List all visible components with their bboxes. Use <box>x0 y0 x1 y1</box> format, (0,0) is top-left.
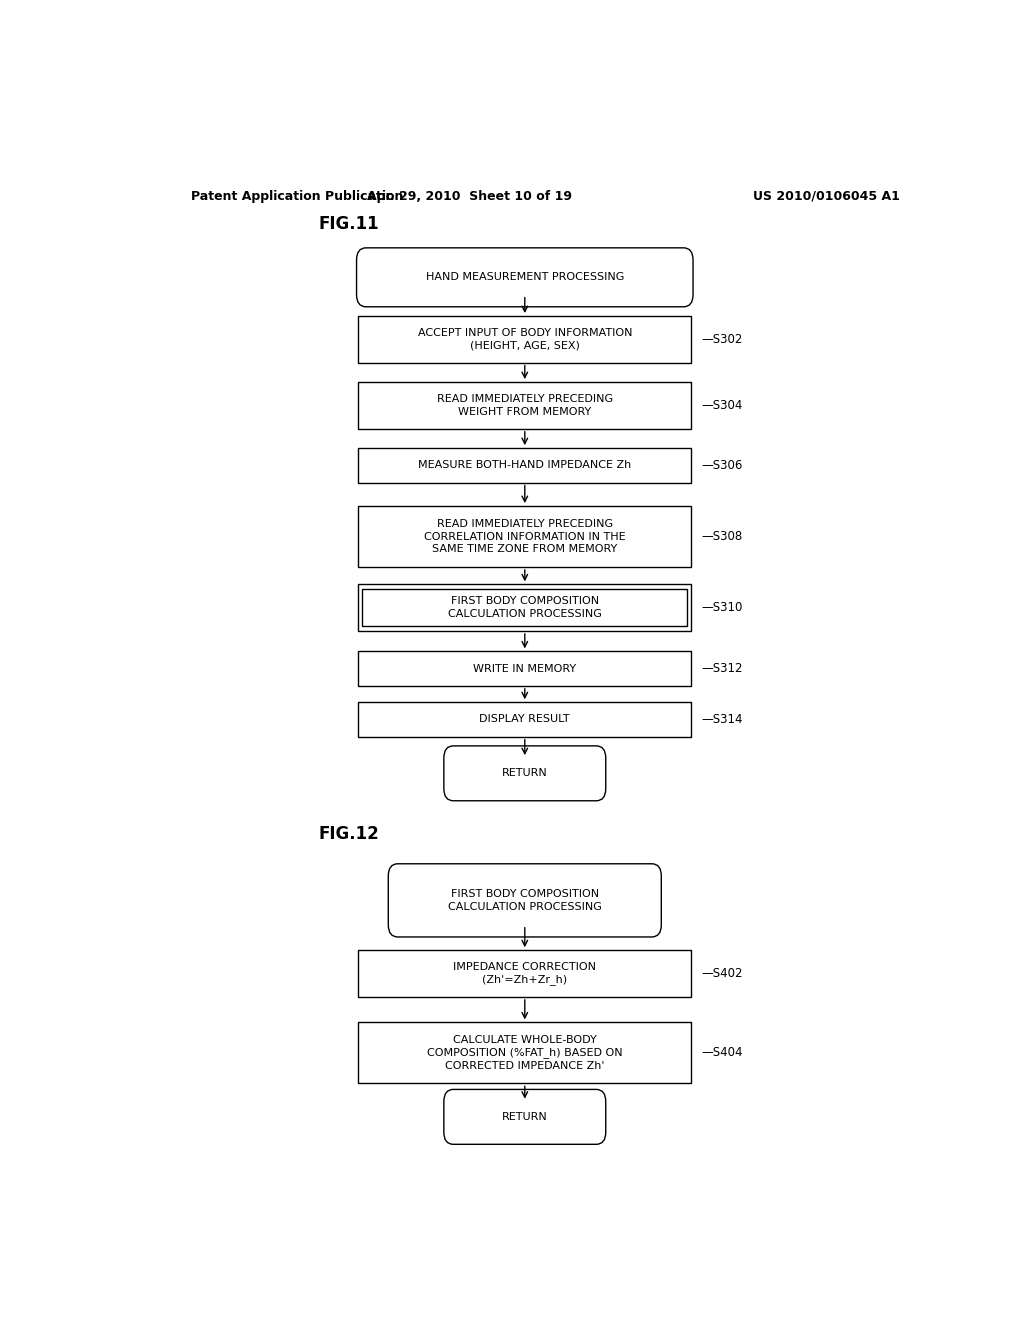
Text: READ IMMEDIATELY PRECEDING
WEIGHT FROM MEMORY: READ IMMEDIATELY PRECEDING WEIGHT FROM M… <box>437 393 612 417</box>
Bar <box>358 315 691 363</box>
Text: ACCEPT INPUT OF BODY INFORMATION
(HEIGHT, AGE, SEX): ACCEPT INPUT OF BODY INFORMATION (HEIGHT… <box>418 327 632 351</box>
Text: RETURN: RETURN <box>502 768 548 779</box>
Text: MEASURE BOTH-HAND IMPEDANCE Zh: MEASURE BOTH-HAND IMPEDANCE Zh <box>418 461 632 470</box>
Text: US 2010/0106045 A1: US 2010/0106045 A1 <box>753 190 900 202</box>
Text: FIG.11: FIG.11 <box>318 215 379 234</box>
Text: READ IMMEDIATELY PRECEDING
CORRELATION INFORMATION IN THE
SAME TIME ZONE FROM ME: READ IMMEDIATELY PRECEDING CORRELATION I… <box>424 519 626 554</box>
FancyBboxPatch shape <box>388 863 662 937</box>
Text: HAND MEASUREMENT PROCESSING: HAND MEASUREMENT PROCESSING <box>426 272 624 282</box>
Text: —S306: —S306 <box>701 459 742 471</box>
Bar <box>358 381 691 429</box>
Text: CALCULATE WHOLE-BODY
COMPOSITION (%FAT_h) BASED ON
CORRECTED IMPEDANCE Zh': CALCULATE WHOLE-BODY COMPOSITION (%FAT_h… <box>427 1035 623 1071</box>
Bar <box>358 702 691 737</box>
Text: FIRST BODY COMPOSITION
CALCULATION PROCESSING: FIRST BODY COMPOSITION CALCULATION PROCE… <box>447 888 602 912</box>
Bar <box>358 1022 691 1084</box>
Text: —S302: —S302 <box>701 333 742 346</box>
Text: —S308: —S308 <box>701 531 742 543</box>
Bar <box>358 950 691 997</box>
Text: Apr. 29, 2010  Sheet 10 of 19: Apr. 29, 2010 Sheet 10 of 19 <box>367 190 571 202</box>
Bar <box>358 585 691 631</box>
Bar <box>358 506 691 568</box>
Bar <box>358 651 691 686</box>
Bar <box>362 589 687 626</box>
FancyBboxPatch shape <box>443 746 606 801</box>
Text: —S312: —S312 <box>701 663 742 675</box>
Text: —S304: —S304 <box>701 399 742 412</box>
Text: —S310: —S310 <box>701 601 742 614</box>
FancyBboxPatch shape <box>356 248 693 306</box>
Text: Patent Application Publication: Patent Application Publication <box>191 190 403 202</box>
Text: RETURN: RETURN <box>502 1111 548 1122</box>
Text: —S402: —S402 <box>701 968 742 979</box>
Text: FIRST BODY COMPOSITION
CALCULATION PROCESSING: FIRST BODY COMPOSITION CALCULATION PROCE… <box>447 597 602 619</box>
Text: DISPLAY RESULT: DISPLAY RESULT <box>479 714 570 725</box>
Text: WRITE IN MEMORY: WRITE IN MEMORY <box>473 664 577 673</box>
Text: FIG.12: FIG.12 <box>318 825 379 843</box>
Text: —S314: —S314 <box>701 713 742 726</box>
Text: —S404: —S404 <box>701 1047 742 1060</box>
Text: IMPEDANCE CORRECTION
(Zh'=Zh+Zr_h): IMPEDANCE CORRECTION (Zh'=Zh+Zr_h) <box>454 962 596 986</box>
FancyBboxPatch shape <box>443 1089 606 1144</box>
Bar <box>358 447 691 483</box>
